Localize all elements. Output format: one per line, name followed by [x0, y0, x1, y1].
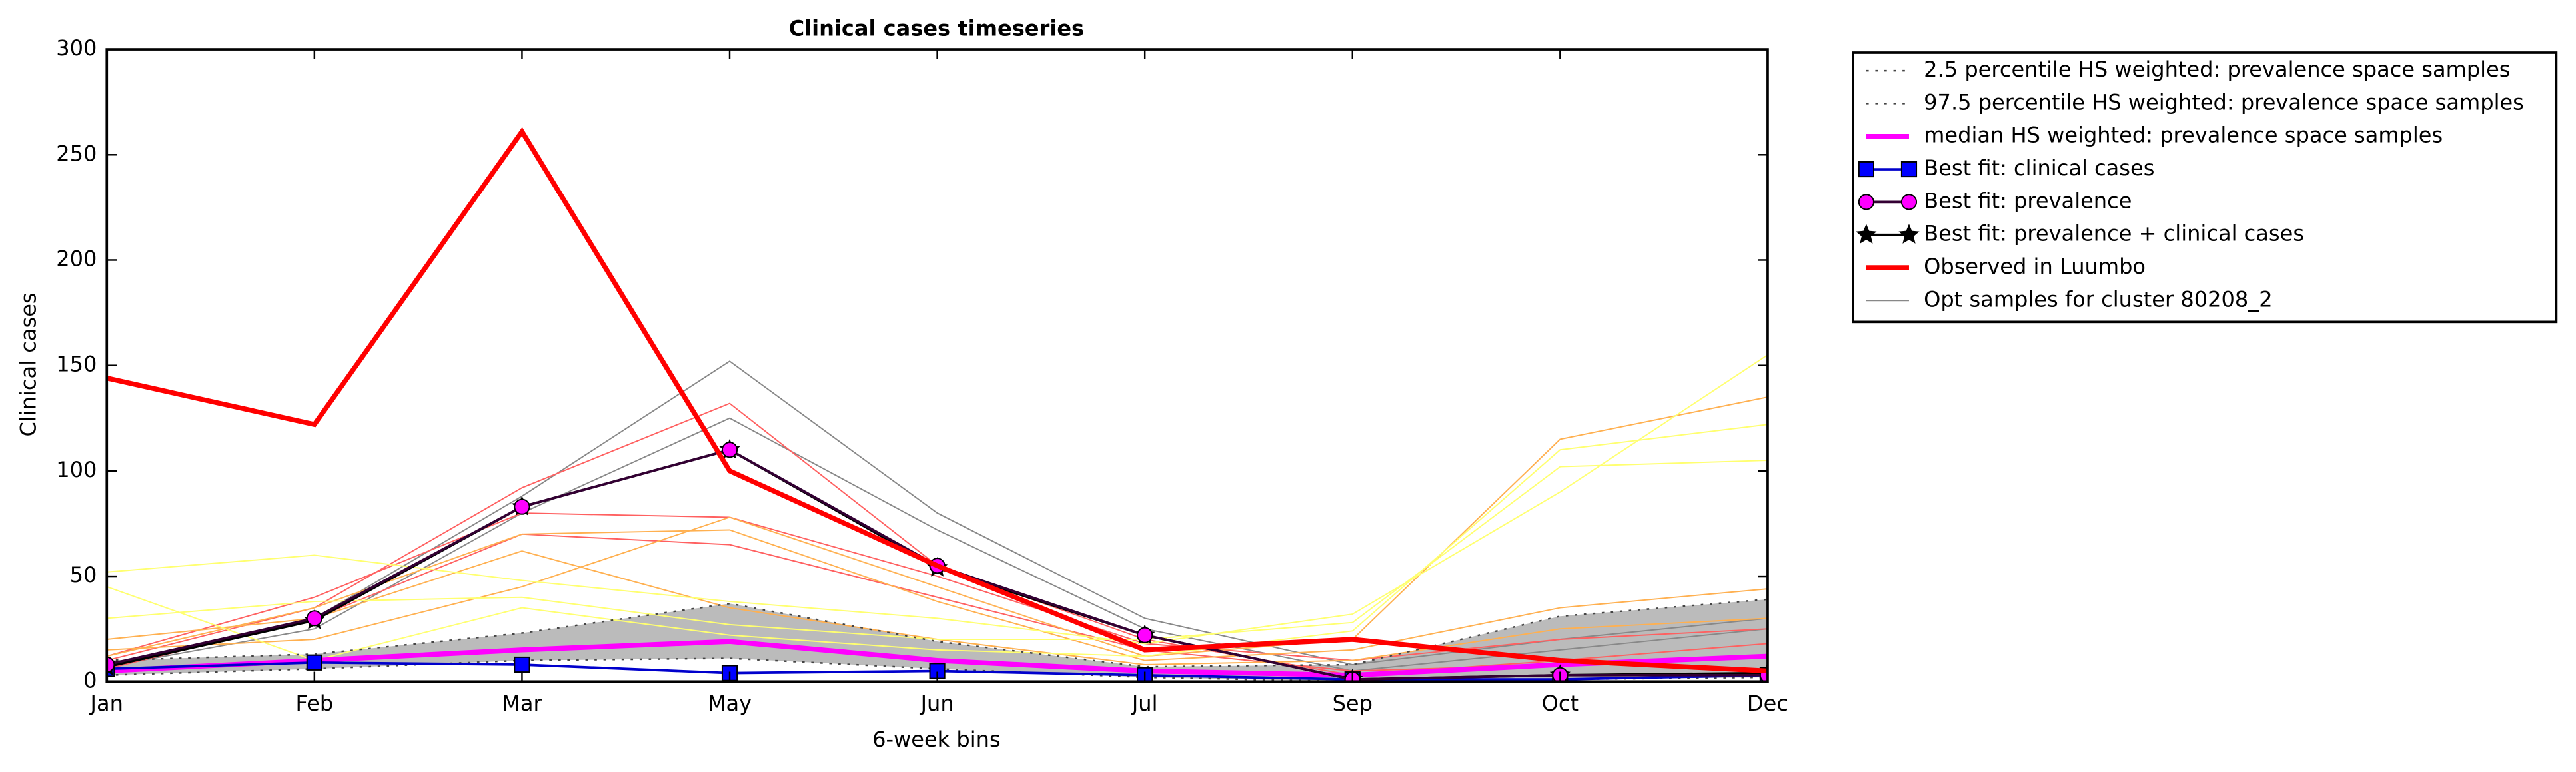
x-tick-label: Mar [502, 691, 542, 716]
marker [514, 498, 530, 515]
marker [1137, 627, 1153, 643]
x-tick-label: May [708, 691, 752, 716]
marker [1898, 224, 1920, 244]
legend-label: Opt samples for cluster 80208_2 [1924, 286, 2273, 312]
marker [1900, 161, 1918, 178]
plot [107, 127, 1768, 682]
marker [1900, 194, 1918, 210]
legend-label: Best fit: prevalence [1924, 188, 2132, 213]
marker [514, 656, 530, 673]
legend-box [1852, 51, 2558, 324]
marker [306, 610, 322, 627]
series-line [107, 639, 1768, 678]
marker [306, 654, 322, 671]
x-tick-label: Jul [1131, 691, 1158, 716]
legend-label: Best fit: prevalence + clinical cases [1924, 221, 2304, 246]
series-line [107, 127, 1768, 674]
legend-label: 2.5 percentile HS weighted: prevalence s… [1924, 57, 2510, 82]
chart-title: Clinical cases timeseries [789, 15, 1085, 41]
sample-line [107, 354, 1768, 645]
y-tick-label: 250 [56, 141, 97, 166]
x-tick-label: Sep [1333, 691, 1373, 716]
x-tick-label: Jun [920, 691, 954, 716]
marker [1856, 224, 1877, 244]
marker [1858, 194, 1874, 210]
sample-line [107, 424, 1768, 661]
y-tick-label: 200 [56, 246, 97, 271]
y-tick-label: 150 [56, 352, 97, 377]
x-tick-label: Dec [1747, 691, 1788, 716]
sample-line [107, 512, 1768, 661]
legend-label: Observed in Luumbo [1924, 254, 2146, 279]
marker [107, 656, 115, 673]
legend-label: 97.5 percentile HS weighted: prevalence … [1924, 89, 2524, 115]
legend-label: Best fit: clinical cases [1924, 155, 2154, 181]
sample-line [107, 396, 1768, 657]
y-axis-label: Clinical cases [15, 292, 41, 436]
y-tick-label: 50 [70, 562, 97, 587]
legend-label: median HS weighted: prevalence space sam… [1924, 123, 2443, 148]
x-axis-label: 6-week bins [872, 727, 1001, 752]
x-tick-label: Jan [89, 691, 123, 716]
x-tick-label: Feb [295, 691, 333, 716]
y-tick-label: 300 [56, 35, 97, 61]
marker [721, 442, 738, 458]
x-tick-label: Oct [1542, 691, 1579, 716]
sample-line [107, 360, 1768, 665]
sample-line [107, 460, 1768, 641]
y-tick-label: 0 [83, 667, 97, 693]
marker [1858, 161, 1874, 178]
y-tick-label: 100 [56, 457, 97, 482]
